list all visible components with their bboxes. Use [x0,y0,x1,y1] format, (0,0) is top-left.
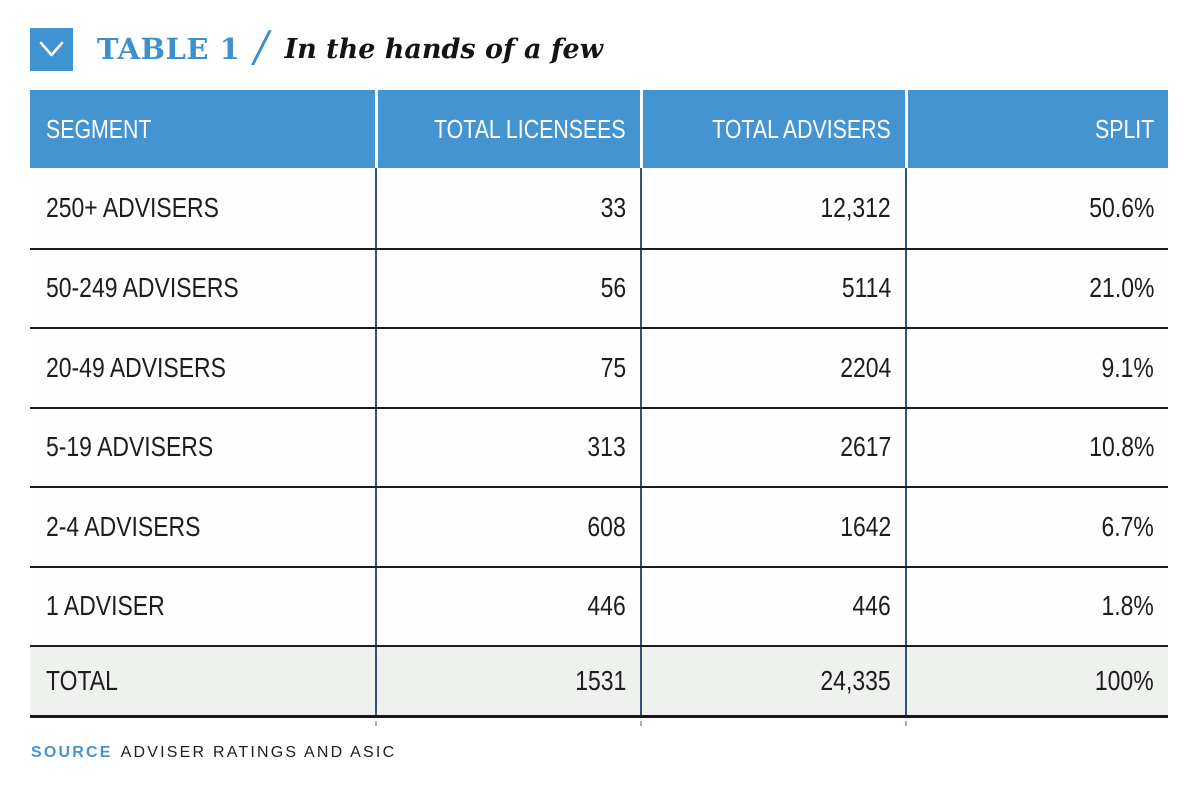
total-advisers-cell: 1642 [640,488,905,566]
segment-cell: 5-19 ADVISERS [30,409,375,487]
cell-value: 56 [600,272,626,304]
total-licensees-cell: 75 [375,329,640,407]
column-header-split: SPLIT [905,90,1168,168]
table-row: 50-249 ADVISERS 56 5114 21.0% [30,247,1168,328]
column-header-total-licensees: TOTAL LICENSEES [375,90,640,168]
segment-cell: 250+ ADVISERS [30,168,375,248]
column-header-label: SEGMENT [46,113,152,144]
total-advisers-cell: 2617 [640,408,905,486]
segment-cell: 2-4 ADVISERS [30,488,375,566]
cell-value: 5-19 ADVISERS [46,431,214,463]
table-row: 5-19 ADVISERS 313 2617 10.8% [30,406,1168,487]
chevron-down-icon [39,41,64,58]
table-row: 20-49 ADVISERS 75 2204 9.1% [30,327,1168,407]
split-total-cell: 100% [905,647,1168,715]
total-licensees-cell: 56 [375,249,640,327]
advisers-table: SEGMENT TOTAL LICENSEES TOTAL ADVISERS S… [30,90,1168,726]
source-label: SOURCE [31,744,113,761]
segment-cell: 1 ADVISER [30,568,375,646]
column-header-label: TOTAL ADVISERS [712,113,891,144]
cell-value: 313 [587,431,626,463]
table-row: 250+ ADVISERS 33 12,312 50.6% [30,168,1168,248]
cell-value: TOTAL [46,665,118,696]
source-line: SOURCE ADVISER RATINGS AND ASIC [31,744,396,762]
column-divider-stub [905,721,907,726]
cell-value: 250+ ADVISERS [46,191,219,223]
title-separator-slash: / [254,22,269,71]
cell-value: 10.8% [1088,431,1154,463]
cell-value: 2-4 ADVISERS [46,510,201,542]
cell-value: 9.1% [1101,351,1154,383]
segment-cell: 50-249 ADVISERS [30,250,375,328]
cell-value: 100% [1095,665,1154,696]
figure-title-block: TABLE 1 / In the hands of a few [30,26,603,72]
cell-value: 12,312 [820,191,891,223]
total-licensees-cell: 33 [375,168,640,248]
source-text: ADVISER RATINGS AND ASIC [120,744,397,761]
total-licensees-cell: 313 [375,408,640,486]
table-total-row: TOTAL 1531 24,335 100% [30,645,1168,718]
cell-value: 6.7% [1101,510,1154,542]
cell-value: 20-49 ADVISERS [46,351,226,383]
cell-value: 1 ADVISER [46,590,165,622]
total-advisers-cell: 446 [640,567,905,645]
collapse-toggle-button[interactable] [30,27,73,71]
table-header-row: SEGMENT TOTAL LICENSEES TOTAL ADVISERS S… [30,90,1168,168]
total-licensees-cell: 608 [375,488,640,566]
cell-value: 24,335 [820,665,891,696]
cell-value: 75 [600,351,626,383]
column-header-segment: SEGMENT [30,90,375,168]
cell-value: 446 [587,590,626,622]
table-row: 1 ADVISER 446 446 1.8% [30,565,1168,646]
cell-value: 2204 [839,351,891,383]
split-cell: 6.7% [905,488,1168,566]
cell-value: 50.6% [1088,191,1154,223]
column-divider-stub [640,721,642,726]
split-cell: 50.6% [905,168,1168,248]
cell-value: 1531 [574,665,626,696]
cell-value: 21.0% [1088,272,1154,304]
total-advisers-cell: 12,312 [640,168,905,248]
cell-value: 608 [587,510,626,542]
total-licensees-cell: 446 [375,567,640,645]
column-header-total-advisers: TOTAL ADVISERS [640,90,905,168]
total-advisers-cell: 5114 [640,249,905,327]
total-licensees-total-cell: 1531 [375,647,640,715]
table-row: 2-4 ADVISERS 608 1642 6.7% [30,486,1168,566]
segment-cell: 20-49 ADVISERS [30,329,375,407]
cell-value: 2617 [839,431,891,463]
cell-value: 5114 [841,272,891,304]
column-header-label: SPLIT [1094,113,1154,144]
total-advisers-total-cell: 24,335 [640,647,905,715]
cell-value: 50-249 ADVISERS [46,272,239,304]
total-label-cell: TOTAL [30,647,375,715]
column-header-label: TOTAL LICENSEES [434,113,626,144]
cell-value: 446 [852,590,891,622]
table-number-label: TABLE 1 [97,32,241,66]
cell-value: 1642 [839,510,891,542]
cell-value: 1.8% [1101,590,1154,622]
total-advisers-cell: 2204 [640,329,905,407]
figure-title: In the hands of a few [284,33,603,65]
cell-value: 33 [600,191,626,223]
split-cell: 9.1% [905,329,1168,407]
split-cell: 1.8% [905,567,1168,645]
column-divider-stub [375,721,377,726]
split-cell: 21.0% [905,249,1168,327]
split-cell: 10.8% [905,408,1168,486]
